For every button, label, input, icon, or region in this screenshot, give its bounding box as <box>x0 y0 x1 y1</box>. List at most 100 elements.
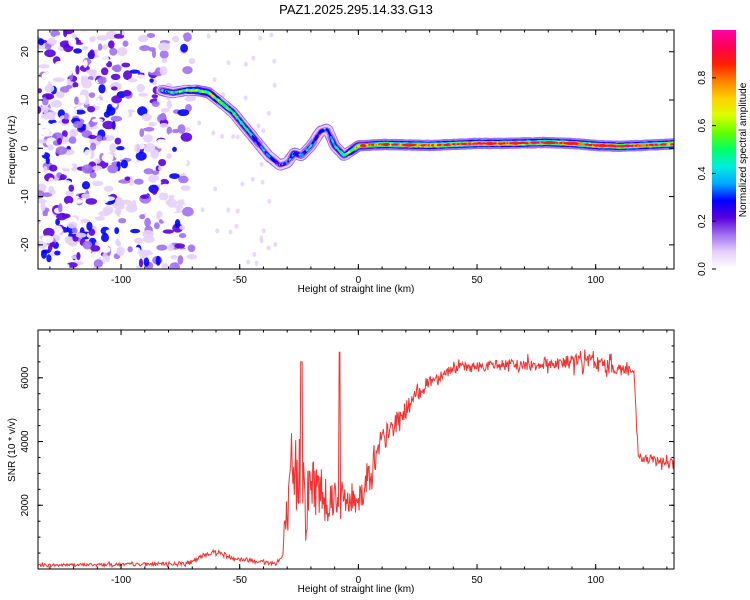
spectrogram-noise-cell <box>151 188 158 195</box>
spectrogram-noise-cell <box>38 139 48 144</box>
spectrogram-noise-cell <box>215 228 220 234</box>
spectrogram-noise-cell <box>226 207 231 213</box>
snr-xtick-label: 0 <box>356 575 362 586</box>
snr-series-line <box>38 349 674 569</box>
snr-axes: -100 -50 0 50 100 2000 4000 6000 <box>20 329 674 586</box>
spectrogram-noise-cell <box>80 34 87 44</box>
spectrogram-noise-cell <box>89 171 97 179</box>
spectrogram-noise-cell <box>166 99 172 109</box>
spectrogram-noise-cell <box>206 33 211 39</box>
spectrogram-noise-cell <box>79 30 86 37</box>
spectrogram-noise-cell <box>147 63 156 73</box>
spectrogram-noise-cell <box>63 30 68 38</box>
spectrogram-noise-cell <box>182 66 193 75</box>
spectrogram-noise-cell <box>54 250 61 256</box>
spectrogram-noise-cell <box>108 40 115 49</box>
spectrogram-noise-cell <box>63 112 69 120</box>
spectrogram-noise <box>38 30 278 269</box>
spectrogram-noise-cell <box>83 149 91 159</box>
snr-xtick-label: -50 <box>232 575 247 586</box>
spectrogram-noise-cell <box>139 128 145 138</box>
spectrogram-noise-cell <box>106 106 116 116</box>
spectrogram-noise-cell <box>44 49 56 58</box>
spectrogram-noise-cell <box>168 133 174 141</box>
spectrogram-noise-cell <box>114 208 122 216</box>
spectrogram-noise-cell <box>73 120 83 129</box>
spectrogram-noise-cell <box>178 233 187 239</box>
spectrogram-noise-cell <box>158 42 171 51</box>
snr-xlabel: Height of straight line (km) <box>298 584 415 595</box>
snr-xtick-label: -100 <box>111 575 131 586</box>
colorbar-ticks: 0.0 0.2 0.4 0.6 0.8 <box>697 70 716 276</box>
spectrogram-noise-cell <box>142 230 154 238</box>
spectrogram-noise-cell <box>158 165 163 171</box>
spectrogram-noise-cell <box>75 65 80 75</box>
spectrogram-noise-cell <box>47 114 56 121</box>
spectrogram-noise-cell <box>189 143 195 149</box>
snr-frame <box>37 329 675 570</box>
spectrogram-noise-cell <box>81 164 93 174</box>
spectrogram-noise-cell <box>169 173 180 180</box>
spectrogram-noise-cell <box>71 227 78 234</box>
spectrogram-noise-cell <box>138 258 144 268</box>
spectrogram-noise-cell <box>67 221 78 229</box>
spectrogram-noise-cell <box>86 221 93 231</box>
spectrogram-ytick-label: -10 <box>20 189 31 204</box>
spectrogram-noise-cell <box>55 91 65 99</box>
spectrogram-noise-cell <box>89 49 95 58</box>
spectrogram-noise-cell <box>151 101 160 107</box>
spectrogram-noise-cell <box>49 164 58 172</box>
spectrogram-noise-cell <box>122 89 132 97</box>
spectrogram-noise-cell <box>114 227 120 235</box>
spectrogram-noise-cell <box>92 165 103 171</box>
spectrogram-noise-cell <box>74 96 79 105</box>
spectrogram-noise-cell <box>38 166 45 173</box>
snr-ytick-label: 2000 <box>20 494 31 517</box>
spectrogram-noise-cell <box>68 184 75 192</box>
spectrogram-noise-cell <box>114 137 122 145</box>
spectrogram-noise-cell <box>137 106 148 116</box>
spectrogram-noise-cell <box>251 55 256 61</box>
spectrogram-noise-cell <box>174 219 181 229</box>
spectrogram-noise-cell <box>97 43 103 51</box>
spectrogram-noise-cell <box>81 193 91 199</box>
spectrogram-noise-cell <box>65 85 73 89</box>
spectrogram-noise-cell <box>109 47 118 56</box>
spectrogram-noise-cell <box>45 157 50 165</box>
colorbar-label: Normalized spectral amplitude <box>738 82 749 217</box>
spectrogram-noise-cell <box>128 178 134 186</box>
spectrogram-noise-cell <box>72 82 79 88</box>
spectrogram-noise-cell <box>159 178 169 186</box>
spectrogram-noise-cell <box>41 249 51 254</box>
spectrogram-noise-cell <box>254 260 259 266</box>
spectrogram-noise-cell <box>69 60 79 69</box>
spectrogram-noise-cell <box>38 178 43 184</box>
spectrogram-noise-cell <box>131 111 138 117</box>
spectrogram-noise-cell <box>55 146 67 155</box>
spectrogram-noise-cell <box>47 144 54 151</box>
spectrogram-noise-cell <box>109 143 117 153</box>
spectrogram-noise-cell <box>105 260 110 268</box>
spectrogram-noise-cell <box>73 48 82 54</box>
spectrogram-noise-cell <box>55 60 64 67</box>
spectrogram-xtick-label: -100 <box>111 275 131 286</box>
spectrogram-noise-cell <box>40 202 46 212</box>
spectrogram-noise-cell <box>110 73 121 81</box>
spectrogram-frame <box>37 29 675 270</box>
spectrogram-noise-cell <box>137 208 146 215</box>
spectrogram-noise-cell <box>68 37 77 47</box>
spectrogram-noise-cell <box>48 177 55 186</box>
spectrogram-noise-cell <box>183 263 195 269</box>
spectrogram-noise-cell <box>178 175 189 184</box>
spectrogram-noise-cell <box>60 180 72 188</box>
spectrogram-noise-cell <box>54 35 66 41</box>
spectrogram-noise-cell <box>177 109 190 117</box>
spectrogram-noise-cell <box>115 172 126 179</box>
spectrogram-noise-cell <box>258 35 263 41</box>
spectrogram-noise-cell <box>259 161 264 167</box>
spectrogram-noise-cell <box>250 176 255 182</box>
spectrogram-noise-cell <box>123 70 132 81</box>
spectrogram-noise-cell <box>85 123 90 133</box>
spectrogram-noise-cell <box>172 35 180 43</box>
